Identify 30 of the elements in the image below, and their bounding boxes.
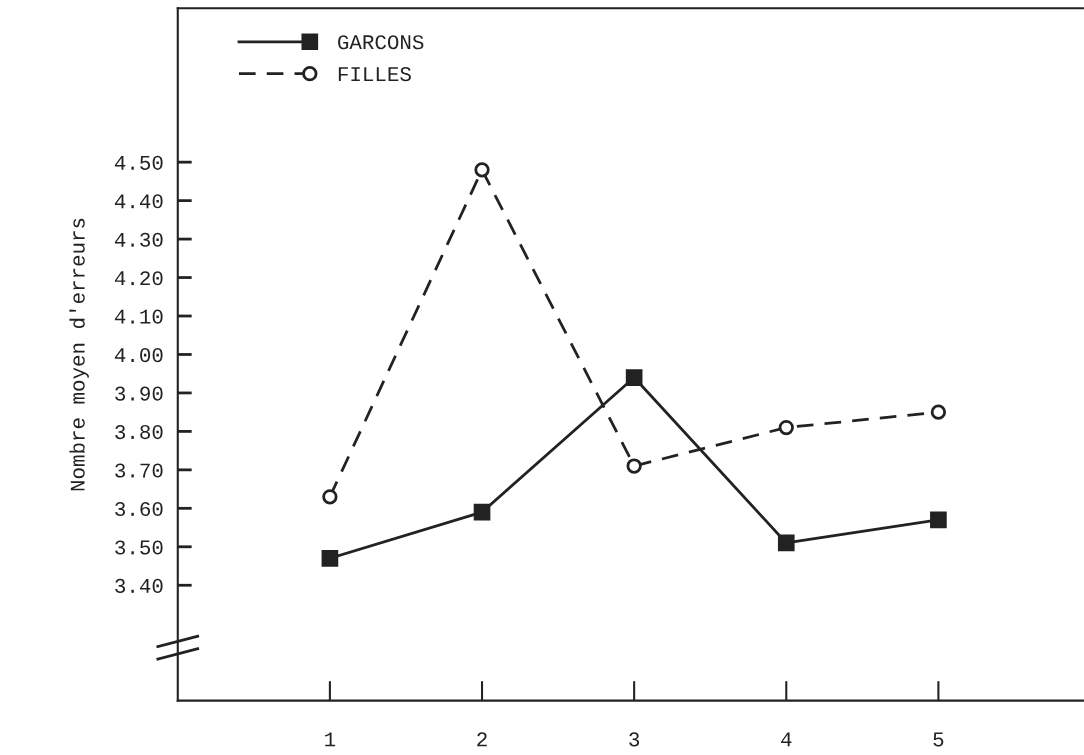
y-tick-label: 3.90 bbox=[115, 386, 163, 401]
y-tick-label: 4.50 bbox=[114, 155, 163, 170]
point bbox=[625, 369, 643, 386]
y-tick-label: 4.00 bbox=[114, 348, 163, 363]
point bbox=[777, 534, 795, 552]
y-tick-label: 3.70 bbox=[115, 463, 163, 478]
legend-label: FILLES bbox=[338, 67, 411, 82]
y-tick-label: 3.50 bbox=[115, 540, 163, 555]
point bbox=[474, 162, 490, 178]
y-tick-label: 4.40 bbox=[114, 194, 163, 209]
y-tick-label: 3.60 bbox=[115, 501, 163, 517]
y-tick-label: 3.80 bbox=[115, 425, 163, 440]
x-tick-label: 1 bbox=[325, 732, 336, 747]
y-axis-title: Nombre moyen d'erreurs bbox=[69, 218, 89, 491]
x-tick-label: 3 bbox=[629, 732, 640, 747]
point bbox=[930, 511, 947, 529]
point bbox=[321, 549, 339, 567]
point bbox=[626, 458, 642, 474]
point bbox=[473, 503, 491, 521]
x-tick-label: 5 bbox=[933, 732, 944, 747]
y-tick-label: 4.30 bbox=[114, 232, 163, 247]
point bbox=[930, 404, 947, 420]
point bbox=[322, 489, 338, 505]
x-tick-label: 2 bbox=[477, 732, 487, 747]
point bbox=[778, 419, 794, 436]
y-tick-label: 3.40 bbox=[115, 578, 163, 593]
legend-label: GARCONS bbox=[338, 35, 424, 50]
y-tick-label: 4.10 bbox=[114, 309, 163, 324]
y-tick-label: 4.20 bbox=[114, 271, 163, 286]
x-tick-label: 4 bbox=[781, 732, 792, 747]
